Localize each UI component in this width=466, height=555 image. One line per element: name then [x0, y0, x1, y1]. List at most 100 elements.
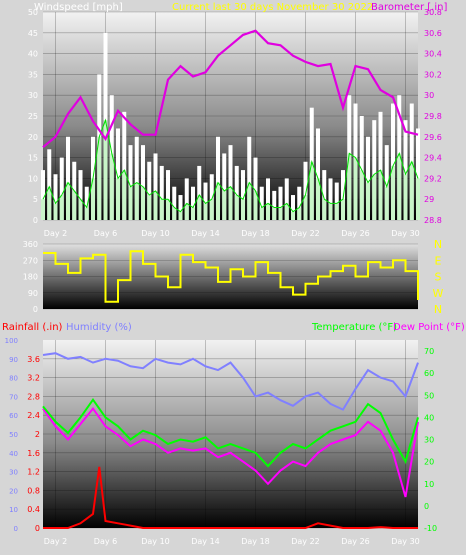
avg-wind-bar — [347, 153, 352, 220]
compass-tick-label: N — [434, 238, 442, 251]
rain-y-tick-label: 3.2 — [27, 374, 40, 383]
baro-y-tick-label: 29 — [424, 195, 434, 204]
gust-bar — [209, 174, 214, 220]
avg-wind-bar — [328, 203, 333, 220]
baro-y-tick-label: 30.4 — [424, 50, 442, 59]
gust-bar — [416, 128, 420, 220]
rain-y-tick-label: 2 — [35, 430, 40, 439]
avg-wind-bar — [128, 186, 133, 220]
wind-y-tick-label: 40 — [28, 50, 38, 59]
gust-bar — [147, 161, 152, 220]
temp-y-tick-label: 0 — [424, 502, 429, 511]
baro-y-tick-label: 30 — [424, 91, 434, 100]
climate-x-tick-label: Day 22 — [291, 537, 320, 546]
avg-wind-bar — [84, 207, 89, 220]
rain-y-tick-label: 0.4 — [27, 505, 40, 514]
avg-wind-bar — [209, 199, 214, 220]
gust-bar — [41, 170, 45, 220]
rain-y-tick-label: 1.2 — [27, 468, 40, 477]
gust-bar — [403, 120, 408, 220]
rainfall-line — [43, 466, 418, 529]
gust-bar — [216, 136, 220, 220]
climate-x-tick-label: Day 10 — [141, 537, 170, 546]
avg-wind-bar — [191, 207, 195, 220]
avg-wind-bar — [222, 190, 227, 220]
humidity-y-tick-label: 70 — [9, 393, 18, 401]
gust-bar — [259, 186, 264, 220]
avg-wind-bar — [216, 182, 220, 220]
dewpoint-line — [42, 406, 419, 498]
gust-bar — [234, 165, 239, 220]
climate-x-ticks: Day 2 Day 6 Day 10 Day 14 Day 18 Day 22 Day 26… — [44, 537, 420, 546]
temp-axis-title: Temperature (°F) — [311, 322, 397, 333]
avg-wind-bar — [384, 186, 389, 220]
temp-y-ticks: -10 0 10 20 30 40 50 60 70 — [424, 347, 437, 533]
gust-bar — [297, 186, 302, 220]
avg-wind-bar — [241, 199, 245, 220]
temp-y-tick-label: 10 — [424, 480, 434, 489]
gust-bar — [378, 111, 383, 220]
humidity-y-tick-label: 60 — [9, 412, 18, 420]
gust-bar — [253, 157, 258, 220]
avg-wind-bar — [353, 157, 358, 220]
baro-y-ticks: 28.8 29 29.2 29.4 29.6 29.8 30 30.2 30.4 30.6 30.8 — [424, 8, 442, 225]
gust-bar — [128, 145, 133, 220]
humidity-y-tick-label: 100 — [5, 337, 18, 345]
gust-bar — [391, 103, 395, 220]
avg-wind-bar — [47, 186, 52, 220]
avg-wind-bar — [109, 153, 114, 220]
gust-bar — [278, 186, 283, 220]
gust-bar — [291, 195, 295, 220]
avg-wind-bar — [297, 207, 302, 220]
wind-x-tick-label: Day 2 — [44, 229, 67, 238]
gust-bar — [303, 161, 308, 220]
rain-y-ticks: 0 0.4 0.8 1.2 1.6 2 2.4 2.8 3.2 3.6 — [27, 355, 40, 533]
baro-y-tick-label: 30.6 — [424, 29, 442, 38]
wind-direction-line — [43, 250, 419, 303]
avg-wind-bar — [397, 153, 402, 220]
gust-bar — [384, 145, 389, 220]
gust-bar — [166, 170, 170, 220]
gust-bar — [197, 165, 202, 220]
wind-y-tick-label: 45 — [28, 29, 38, 38]
gust-bar — [84, 186, 89, 220]
compass-tick-label: E — [435, 254, 442, 267]
direction-y-tick-label: 90 — [28, 289, 38, 298]
humidity-y-tick-label: 20 — [9, 487, 18, 495]
climate-x-tick-label: Day 18 — [241, 537, 270, 546]
rain-y-tick-label: 2.8 — [27, 392, 40, 401]
wind-y-tick-label: 25 — [28, 112, 38, 121]
baro-y-tick-label: 28.8 — [424, 216, 442, 225]
barometer-line — [42, 29, 419, 149]
gust-bar — [159, 165, 164, 220]
gust-bar — [241, 170, 245, 220]
gust-bar — [141, 145, 145, 220]
wind-y-tick-label: 50 — [28, 8, 38, 17]
gust-bar — [284, 178, 289, 220]
gust-bar — [184, 178, 189, 220]
direction-series — [43, 250, 419, 303]
humidity-y-tick-label: 40 — [9, 450, 18, 458]
gust-bar — [122, 111, 127, 220]
avg-wind-bar — [153, 190, 158, 220]
gust-bar — [366, 136, 370, 220]
avg-wind-bar — [391, 165, 395, 220]
gust-bar — [153, 153, 158, 220]
avg-wind-bar — [234, 195, 239, 220]
temp-y-tick-label: 60 — [424, 369, 434, 378]
avg-wind-bar — [166, 199, 170, 220]
direction-y-tick-label: 360 — [23, 240, 38, 249]
avg-wind-bar — [184, 203, 189, 220]
avg-wind-bar — [341, 199, 345, 220]
direction-y-tick-label: 270 — [23, 256, 38, 265]
humidity-y-tick-label: 50 — [9, 431, 18, 439]
gust-bar — [247, 136, 252, 220]
baro-y-tick-label: 29.4 — [424, 154, 442, 163]
wind-x-tick-label: Day 10 — [141, 229, 170, 238]
climate-x-tick-label: Day 6 — [94, 537, 117, 546]
gust-bar — [359, 116, 364, 220]
baro-axis-title: Barometer [.in] — [371, 2, 447, 13]
dewpoint-axis-title: Dew Point (°F) — [393, 322, 465, 333]
rain-y-tick-label: 3.6 — [27, 355, 40, 364]
humidity-y-tick-label: 10 — [9, 506, 18, 514]
